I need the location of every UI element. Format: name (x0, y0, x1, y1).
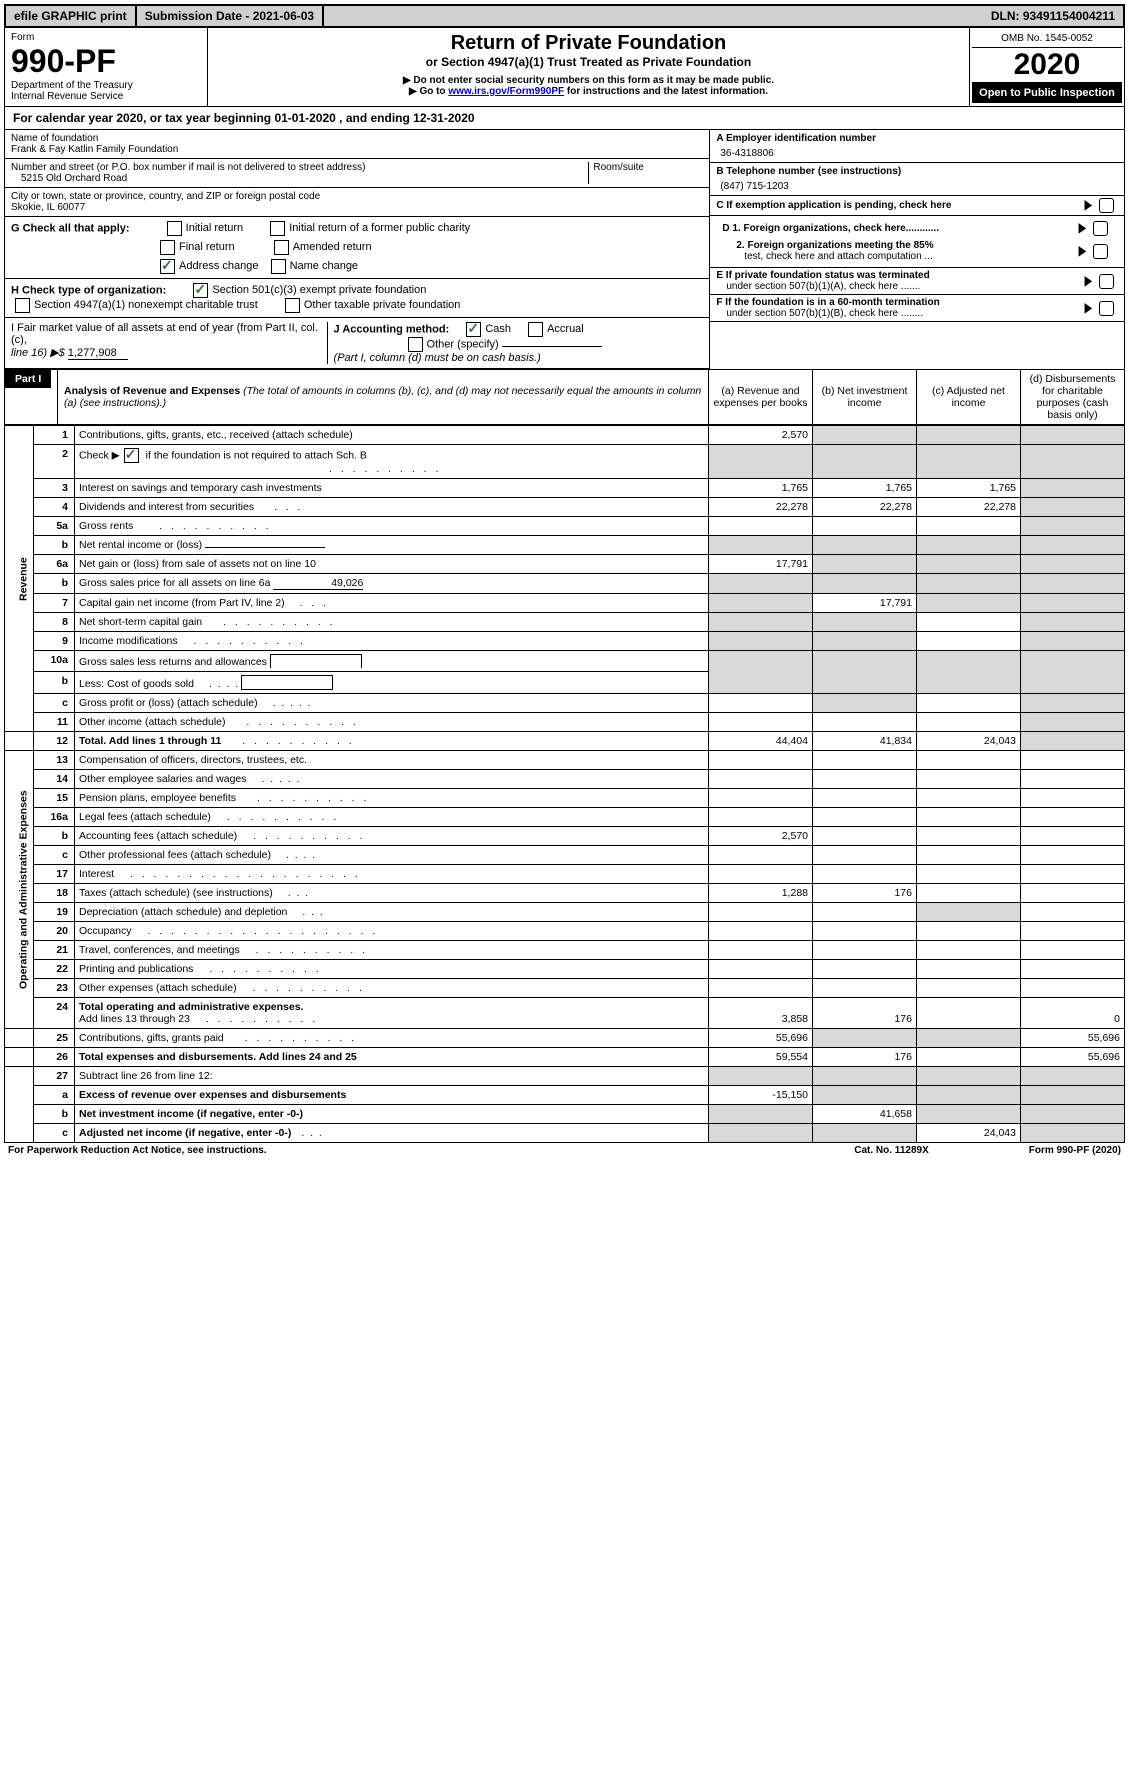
chk-501c3[interactable] (193, 283, 208, 298)
expenses-side-label: Operating and Administrative Expenses (5, 751, 34, 1029)
col-d: (d) Disbursements for charitable purpose… (1021, 370, 1125, 425)
d1: D 1. Foreign organizations, check here..… (722, 223, 939, 234)
efile-label: efile GRAPHIC print (6, 6, 137, 26)
h-label: H Check type of organization: (11, 284, 166, 296)
submission-date: Submission Date - 2021-06-03 (137, 6, 324, 26)
j-label: J Accounting method: (334, 323, 450, 335)
part1-label: Part I (5, 370, 51, 388)
dept1: Department of the Treasury (11, 80, 201, 91)
room-label: Room/suite (593, 162, 703, 173)
dln: DLN: 93491154004211 (983, 6, 1123, 26)
chk-e[interactable] (1099, 274, 1114, 289)
omb: OMB No. 1545-0052 (972, 30, 1122, 48)
revenue-table: Revenue 1Contributions, gifts, grants, e… (4, 425, 1125, 1143)
header: Form 990-PF Department of the Treasury I… (4, 28, 1125, 107)
calendar-year: For calendar year 2020, or tax year begi… (4, 107, 1125, 130)
top-bar: efile GRAPHIC print Submission Date - 20… (4, 4, 1125, 28)
chk-final[interactable] (160, 240, 175, 255)
ein-label: A Employer identification number (716, 133, 876, 144)
phone-label: B Telephone number (see instructions) (716, 166, 901, 177)
footer-right: Form 990-PF (2020) (1029, 1145, 1121, 1156)
chk-d1[interactable] (1093, 221, 1108, 236)
chk-schb[interactable] (124, 448, 139, 463)
instr1: ▶ Do not enter social security numbers o… (212, 75, 965, 86)
col-b: (b) Net investment income (813, 370, 917, 425)
revenue-side-label: Revenue (5, 426, 34, 732)
foundation-name: Frank & Fay Katlin Family Foundation (11, 144, 703, 155)
instr2: ▶ Go to www.irs.gov/Form990PF for instru… (212, 86, 965, 97)
ein: 36-4318806 (716, 144, 1118, 159)
fmv-value: 1,277,908 (68, 347, 128, 360)
form-label: Form (11, 32, 201, 43)
col-c: (c) Adjusted net income (917, 370, 1021, 425)
city-label: City or town, state or province, country… (11, 191, 703, 202)
i-label: I Fair market value of all assets at end… (11, 322, 318, 346)
tax-year: 2020 (972, 48, 1122, 83)
c-label: C If exemption application is pending, c… (716, 200, 951, 211)
chk-initial[interactable] (167, 221, 182, 236)
phone: (847) 715-1203 (716, 177, 1118, 192)
city: Skokie, IL 60077 (11, 202, 703, 213)
chk-initial-former[interactable] (270, 221, 285, 236)
form-title: Return of Private Foundation (212, 32, 965, 55)
addr-label: Number and street (or P.O. box number if… (11, 162, 588, 173)
g-label: G Check all that apply: (11, 222, 130, 234)
info-grid: Name of foundation Frank & Fay Katlin Fa… (4, 130, 1125, 369)
chk-accrual[interactable] (528, 322, 543, 337)
form-subtitle: or Section 4947(a)(1) Trust Treated as P… (212, 55, 965, 69)
footer-left: For Paperwork Reduction Act Notice, see … (8, 1145, 267, 1156)
part1-header-table: Part I Analysis of Revenue and Expenses … (4, 369, 1125, 425)
chk-4947[interactable] (15, 298, 30, 313)
open-public: Open to Public Inspection (972, 83, 1122, 103)
chk-other-tax[interactable] (285, 298, 300, 313)
j-note: (Part I, column (d) must be on cash basi… (334, 352, 541, 364)
name-label: Name of foundation (11, 133, 703, 144)
chk-c[interactable] (1099, 198, 1114, 213)
dept2: Internal Revenue Service (11, 91, 201, 102)
form-link[interactable]: www.irs.gov/Form990PF (448, 86, 564, 97)
address: 5215 Old Orchard Road (11, 173, 588, 184)
col-a: (a) Revenue and expenses per books (709, 370, 813, 425)
footer-mid: Cat. No. 11289X (854, 1145, 928, 1156)
chk-other-acct[interactable] (408, 337, 423, 352)
chk-d2[interactable] (1093, 244, 1108, 259)
chk-name[interactable] (271, 259, 286, 274)
footer: For Paperwork Reduction Act Notice, see … (4, 1143, 1125, 1158)
form-number: 990-PF (11, 43, 201, 80)
chk-f[interactable] (1099, 301, 1114, 316)
chk-cash[interactable] (466, 322, 481, 337)
chk-address[interactable] (160, 259, 175, 274)
chk-amended[interactable] (274, 240, 289, 255)
